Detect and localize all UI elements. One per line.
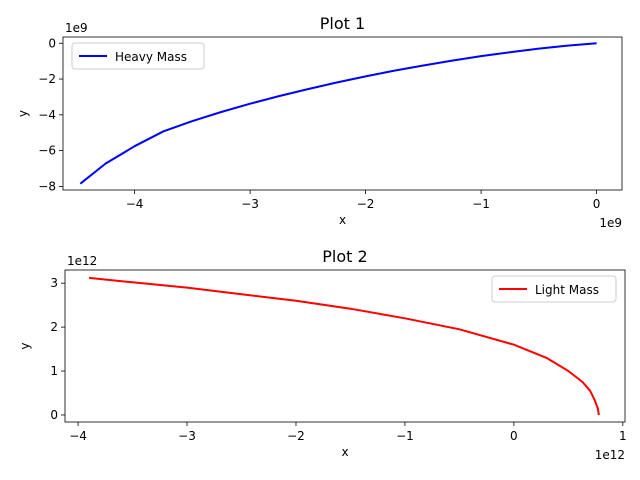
x-tick-label: −3	[178, 429, 196, 443]
x-tick-label: −2	[357, 197, 375, 211]
x-offset-label: 1e12	[595, 448, 625, 462]
y-tick-label: −2	[38, 72, 56, 86]
legend-entry: Heavy Mass	[115, 50, 187, 64]
y-tick-label: 0	[48, 36, 56, 50]
series-line-heavy-mass	[79, 42, 597, 185]
y-tick-label: 3	[50, 276, 58, 290]
x-tick-label: −1	[396, 429, 414, 443]
x-axis-label: x	[341, 445, 348, 459]
plot-title: Plot 1	[320, 14, 365, 33]
x-tick-label: −2	[287, 429, 305, 443]
x-tick-label: −3	[241, 197, 259, 211]
x-tick-label: 0	[593, 197, 601, 211]
plot-title: Plot 2	[322, 247, 367, 266]
y-tick-label: −6	[38, 144, 56, 158]
x-tick-label: −1	[472, 197, 490, 211]
y-offset-label: 1e9	[65, 21, 88, 35]
y-offset-label: 1e12	[67, 254, 97, 268]
x-axis-label: x	[339, 213, 346, 227]
plot-1: Plot 1 −4 −3 −2 −1 0 0 −2 −4 −6 −8 x y 1e9 1e9 Heavy Ma…	[16, 14, 623, 230]
y-tick-label: 1	[50, 364, 58, 378]
x-tick-label: 1	[619, 429, 627, 443]
legend-entry: Light Mass	[535, 283, 599, 297]
y-axis-label: y	[16, 110, 30, 117]
legend-box	[71, 42, 205, 70]
series-line-light-mass	[88, 276, 600, 416]
y-axis-label: y	[18, 342, 32, 349]
x-tick-label: 0	[510, 429, 518, 443]
axes-frame	[64, 269, 626, 423]
x-offset-label: 1e9	[599, 216, 622, 230]
y-tick-label: −4	[38, 108, 56, 122]
plot-2: Plot 2 −4 −3 −2 −1 0 1 0 1 2 3 x y 1e12 1e12 Light Mass	[18, 247, 627, 462]
axes-frame	[62, 36, 623, 191]
x-tick-label: −4	[126, 197, 144, 211]
x-tick-label: −4	[69, 429, 87, 443]
y-tick-label: −8	[38, 179, 56, 193]
y-tick-label: 0	[50, 408, 58, 422]
legend-box	[491, 275, 617, 303]
y-tick-label: 2	[50, 320, 58, 334]
